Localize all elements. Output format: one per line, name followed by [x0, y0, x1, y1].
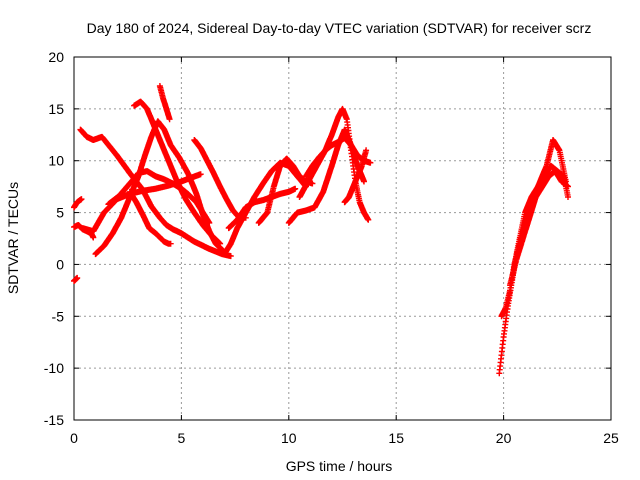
x-tick-label: 0	[70, 430, 78, 446]
y-tick-label: 0	[56, 256, 64, 272]
plus-marker	[131, 98, 224, 247]
y-tick-label: 10	[48, 153, 64, 169]
y-axis-title: SDTVAR / TECUs	[5, 182, 21, 294]
x-tick-label: 20	[496, 430, 512, 446]
plus-marker	[341, 147, 370, 206]
plus-marker	[126, 188, 174, 247]
plus-marker	[156, 83, 173, 123]
data-markers	[71, 83, 571, 377]
series-track-1	[71, 274, 81, 284]
x-tick-label: 5	[178, 430, 186, 446]
axis-ticks: 0 5 10 15 20 25 -15 -10 -5 0 5 10 15 20	[44, 49, 619, 446]
y-tick-label: 15	[48, 101, 64, 117]
series-track-3	[71, 196, 85, 211]
x-tick-label: 10	[281, 430, 297, 446]
y-tick-label: -15	[44, 412, 64, 428]
plus-marker	[77, 126, 234, 260]
series-track-18	[341, 147, 370, 206]
series-track-21	[507, 168, 571, 289]
series-track-10	[156, 83, 173, 123]
plus-marker	[71, 196, 85, 211]
y-tick-label: -10	[44, 360, 64, 376]
y-tick-label: 20	[48, 49, 64, 65]
series-track-4	[77, 126, 234, 260]
series-track-8	[131, 98, 224, 247]
y-tick-label: -5	[52, 308, 65, 324]
grid-lines	[74, 57, 611, 420]
chart-title: Day 180 of 2024, Sidereal Day-to-day VTE…	[87, 20, 592, 36]
plot-frame	[73, 56, 612, 421]
y-tick-label: 5	[56, 205, 64, 221]
plus-marker	[507, 168, 571, 289]
x-tick-label: 15	[388, 430, 404, 446]
x-tick-label: 25	[603, 430, 619, 446]
x-axis-title: GPS time / hours	[286, 458, 393, 474]
plus-marker	[71, 274, 81, 284]
series-track-9	[126, 188, 174, 247]
